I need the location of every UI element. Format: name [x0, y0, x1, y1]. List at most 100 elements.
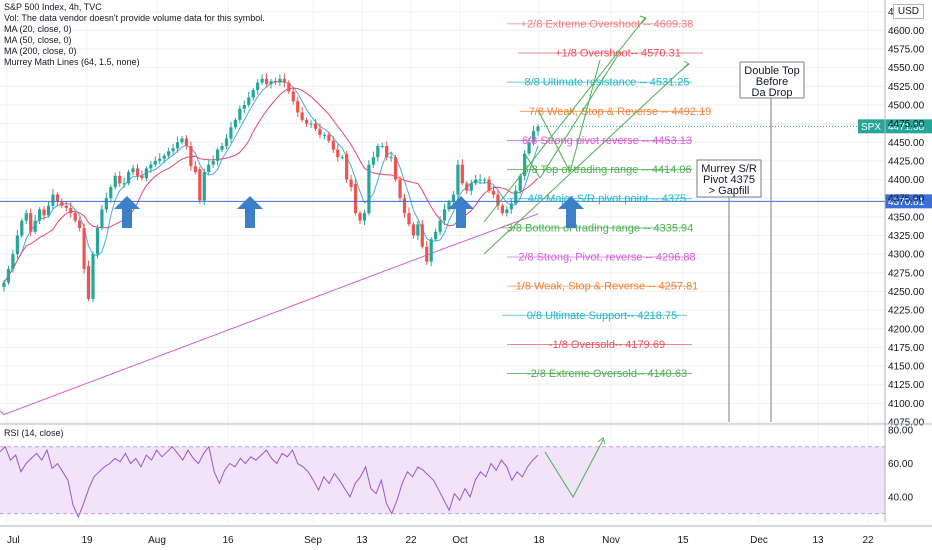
x-tick-label: 13: [812, 535, 824, 546]
candle-body: [469, 183, 473, 191]
double-top-callout-text: Da Drop: [752, 87, 793, 99]
y-tick-label: 4450.00: [888, 138, 925, 149]
up-arrow-icon: [237, 196, 263, 228]
candle-body: [411, 224, 415, 236]
y-tick-label: 4400.00: [888, 175, 925, 186]
candle-body: [500, 205, 504, 214]
y-tick-label: 4275.00: [888, 268, 925, 279]
x-tick-label: 16: [222, 535, 234, 546]
candle-body: [487, 179, 491, 191]
candle-body: [420, 224, 424, 247]
murrey-label: 8/8 Ultimate resistance -- 4531.25: [524, 77, 689, 89]
candle-body: [505, 209, 509, 214]
candle-body: [362, 213, 367, 221]
rsi-band: [0, 446, 885, 515]
candle-body: [478, 179, 482, 181]
rsi-indicator-label[interactable]: RSI (14, close): [4, 428, 64, 438]
candle-body: [327, 134, 331, 141]
chart-title: S&P 500 Index, 4h, TVC: [4, 2, 102, 12]
x-tick-label: 15: [677, 535, 689, 546]
candle-body: [416, 224, 420, 236]
murrey-label: 4/8 Major S/R pivot point -- 4375: [528, 193, 686, 205]
symbol-tag-background: [858, 119, 885, 134]
candle-body: [149, 164, 153, 169]
x-tick-label: Oct: [452, 535, 468, 546]
candle-body: [233, 119, 237, 128]
rsi-tick-label: 80.00: [888, 426, 913, 437]
candle-body: [33, 220, 37, 232]
candle-body: [15, 235, 19, 255]
rsi-band-fill: [0, 446, 885, 514]
candle-body: [69, 207, 73, 214]
candle-body: [282, 78, 286, 83]
candle-body: [207, 164, 211, 173]
price-tag-background: [885, 194, 932, 209]
candles: [2, 73, 540, 303]
y-tick-label: 4100.00: [888, 399, 925, 410]
projection-up-1: [539, 51, 621, 179]
candle-body: [353, 184, 358, 214]
y-tick-label: 4200.00: [888, 324, 925, 335]
candle-body: [278, 78, 282, 83]
candle-body: [474, 179, 478, 184]
candle-body: [313, 123, 318, 129]
murrey-callout-text: Murrey S/R: [701, 163, 757, 175]
x-tick-label: Aug: [148, 535, 166, 546]
candle-body: [144, 168, 148, 179]
y-tick-label: 4500.00: [888, 100, 925, 111]
candle-body: [394, 157, 398, 180]
candle-body: [358, 213, 362, 221]
candle-body: [20, 220, 24, 236]
up-arrow-icon: [448, 196, 474, 228]
y-tick-label: 4525.00: [888, 82, 925, 93]
candle-body: [380, 146, 384, 147]
indicator-ma50[interactable]: MA (50, close, 0): [4, 35, 72, 45]
rsi-tick-label: 40.00: [888, 492, 913, 503]
indicator-ma200[interactable]: MA (200, close, 0): [4, 46, 77, 56]
candle-body: [198, 169, 202, 201]
candle-body: [153, 160, 157, 165]
candle-body: [175, 142, 180, 149]
murrey-label: +2/8 Extreme Overshoot -- 4609.38: [521, 18, 694, 30]
candle-body: [202, 172, 206, 201]
candle-body: [51, 194, 55, 206]
y-tick-label: 4250.00: [888, 287, 925, 298]
candle-body: [220, 146, 224, 150]
candle-body: [376, 146, 380, 158]
candle-body: [113, 175, 117, 188]
candle-body: [135, 168, 140, 176]
y-tick-label: 4375.00: [888, 194, 925, 205]
candle-body: [127, 172, 131, 184]
candle-body: [300, 112, 304, 120]
candle-body: [91, 254, 95, 299]
grid-lines: [0, 0, 885, 522]
rsi-tick-label: 60.00: [888, 459, 913, 470]
candle-body: [109, 187, 113, 199]
indicator-murrey[interactable]: Murrey Math Lines (64, 1.5, none): [4, 57, 140, 67]
candle-body: [496, 194, 500, 206]
indicator-ma20[interactable]: MA (20, close, 0): [4, 24, 72, 34]
x-tick-label: Dec: [750, 535, 768, 546]
currency-button[interactable]: USD: [892, 4, 924, 19]
candle-body: [491, 190, 496, 195]
x-tick-label: 22: [862, 535, 874, 546]
murrey-label: -1/8 Oversold-- 4179.69: [549, 339, 665, 351]
candle-body: [42, 209, 46, 216]
candle-body: [24, 213, 28, 221]
y-tick-label: 4300.00: [888, 250, 925, 261]
candle-body: [367, 164, 371, 214]
y-tick-label: 4475.00: [888, 119, 925, 130]
murrey-label: 3/8 Bottom of trading range -- 4335.94: [507, 222, 694, 234]
y-tick-label: 4225.00: [888, 306, 925, 317]
last-price-label: 4471.38: [888, 122, 925, 133]
x-tick-label: 19: [81, 535, 93, 546]
candle-body: [193, 166, 197, 173]
channel-arrow-head: [639, 15, 647, 24]
candle-body: [224, 138, 229, 146]
candle-body: [122, 183, 126, 185]
candle-body: [456, 164, 460, 195]
candle-body: [514, 190, 518, 204]
murrey-label: 7/8 Weak, Stop & Reverse -- 4492.19: [529, 106, 712, 118]
candle-body: [371, 157, 375, 165]
